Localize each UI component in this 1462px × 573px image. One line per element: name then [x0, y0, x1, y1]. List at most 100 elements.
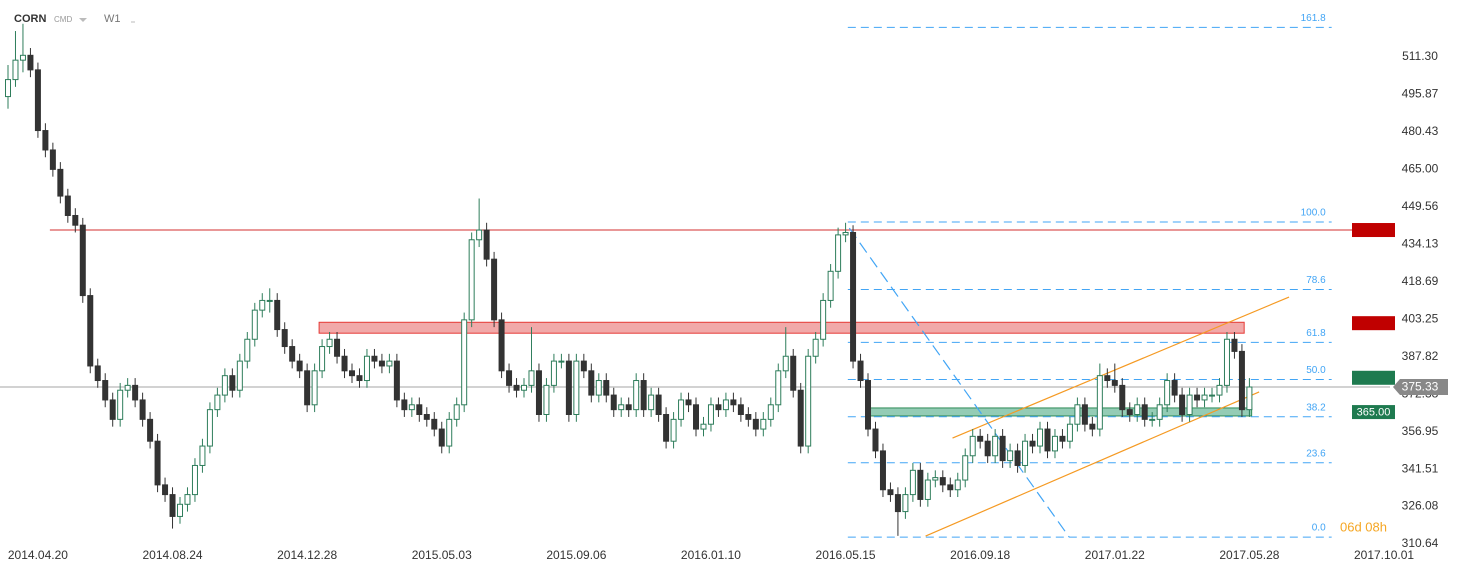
candle-body	[857, 360, 864, 382]
candle-body	[902, 494, 909, 513]
candle-body	[206, 409, 213, 447]
candle-body	[184, 494, 191, 505]
candle-body	[311, 370, 318, 406]
candle-body	[730, 399, 737, 406]
fib-label: 0.0	[1312, 523, 1326, 534]
x-tick-label: 2017.05.28	[1219, 548, 1279, 562]
candle-body	[827, 270, 834, 301]
candle-body	[782, 355, 789, 372]
countdown: 06d 08h	[1340, 519, 1387, 534]
candle-body	[707, 404, 714, 425]
candle-body	[117, 389, 124, 420]
candle-body	[304, 370, 311, 406]
candle-body	[565, 360, 572, 416]
candle-body	[685, 399, 692, 406]
candle-body	[378, 360, 385, 367]
candle-body	[281, 329, 288, 348]
candle-body	[767, 404, 774, 420]
candle-body	[1007, 450, 1014, 462]
candle-body	[1194, 394, 1201, 401]
y-tick-label: 387.82	[1402, 349, 1439, 363]
candle-body	[1059, 435, 1066, 442]
price-axis: 511.30 495.87 480.43 465.00 449.56 434.13 418.…	[8, 49, 1448, 562]
candle-body	[1201, 394, 1208, 401]
candle-body	[1111, 380, 1118, 386]
candle-body	[341, 355, 348, 372]
candle-body	[1066, 423, 1073, 442]
candle-body	[1104, 375, 1111, 382]
trendline	[952, 296, 1290, 439]
candle-body	[423, 414, 430, 420]
symbol[interactable]: CORN	[14, 13, 46, 25]
candle-body	[580, 360, 587, 372]
candle-body	[655, 394, 662, 416]
candle-body	[483, 229, 490, 260]
candle-body	[199, 445, 206, 466]
candle-body	[334, 338, 341, 357]
last-price-label: 375.33	[1402, 380, 1439, 394]
y-tick-label: 310.64	[1402, 536, 1439, 550]
candle-body	[19, 54, 26, 61]
candle-body	[842, 231, 849, 236]
candle-body	[289, 346, 296, 362]
candle-body	[909, 469, 916, 496]
candle-body	[236, 360, 243, 391]
fib-label: 23.6	[1306, 448, 1326, 459]
candle-body	[266, 299, 273, 302]
candle-body	[87, 295, 94, 367]
price-tag-label: 365.00	[1357, 406, 1391, 418]
candle-body	[999, 435, 1006, 462]
candle-body	[162, 484, 169, 496]
x-tick-label: 2014.08.24	[142, 548, 202, 562]
candle-body	[535, 370, 542, 416]
candle-body	[438, 428, 445, 447]
y-tick-label: 480.43	[1402, 124, 1439, 138]
candle-body	[969, 435, 976, 457]
candle-body	[954, 479, 961, 491]
candle-body	[625, 404, 632, 411]
candle-body	[326, 338, 333, 348]
candle-body	[1126, 409, 1133, 416]
candle-body	[296, 360, 303, 372]
candle-body	[850, 231, 857, 362]
candle-body	[588, 370, 595, 396]
candle-body	[1179, 394, 1186, 416]
interval[interactable]: W1	[104, 13, 121, 25]
candle-body	[5, 79, 12, 98]
candle-body	[797, 389, 804, 447]
candle-body	[865, 380, 872, 430]
candle-body	[521, 384, 528, 391]
candle-body	[984, 440, 991, 457]
candle-body	[371, 355, 378, 362]
candle-body	[1246, 386, 1253, 411]
candle-body	[894, 494, 901, 513]
candle-body	[1223, 338, 1230, 386]
candle-body	[506, 370, 513, 386]
plot-area: 161.8 100.0 78.6 61.8 50.0 38.2 23.6 0.0	[0, 13, 1390, 538]
candle-body	[1209, 394, 1216, 397]
candle-body	[1231, 338, 1238, 352]
candle-body	[169, 494, 176, 517]
zone	[865, 407, 1253, 417]
candle-body	[259, 299, 266, 311]
price-tag	[1352, 223, 1395, 238]
candle-body	[879, 450, 886, 491]
candle-body	[27, 54, 34, 71]
x-tick-label: 2014.12.28	[277, 548, 337, 562]
x-tick-label: 2016.05.15	[816, 548, 876, 562]
candle-body	[775, 370, 782, 406]
candle-body	[693, 404, 700, 430]
candle-body	[191, 464, 198, 496]
candle-body	[1156, 404, 1163, 420]
candle-body	[1089, 423, 1096, 430]
candle-body	[42, 130, 49, 151]
candle-body	[72, 214, 79, 226]
dropdown[interactable]	[79, 18, 87, 22]
candle-body	[812, 338, 819, 357]
candle-body	[132, 384, 139, 401]
candle-body	[319, 346, 326, 372]
candle-body	[1141, 404, 1148, 420]
candle-body	[977, 435, 984, 442]
price-tag	[1352, 316, 1395, 331]
